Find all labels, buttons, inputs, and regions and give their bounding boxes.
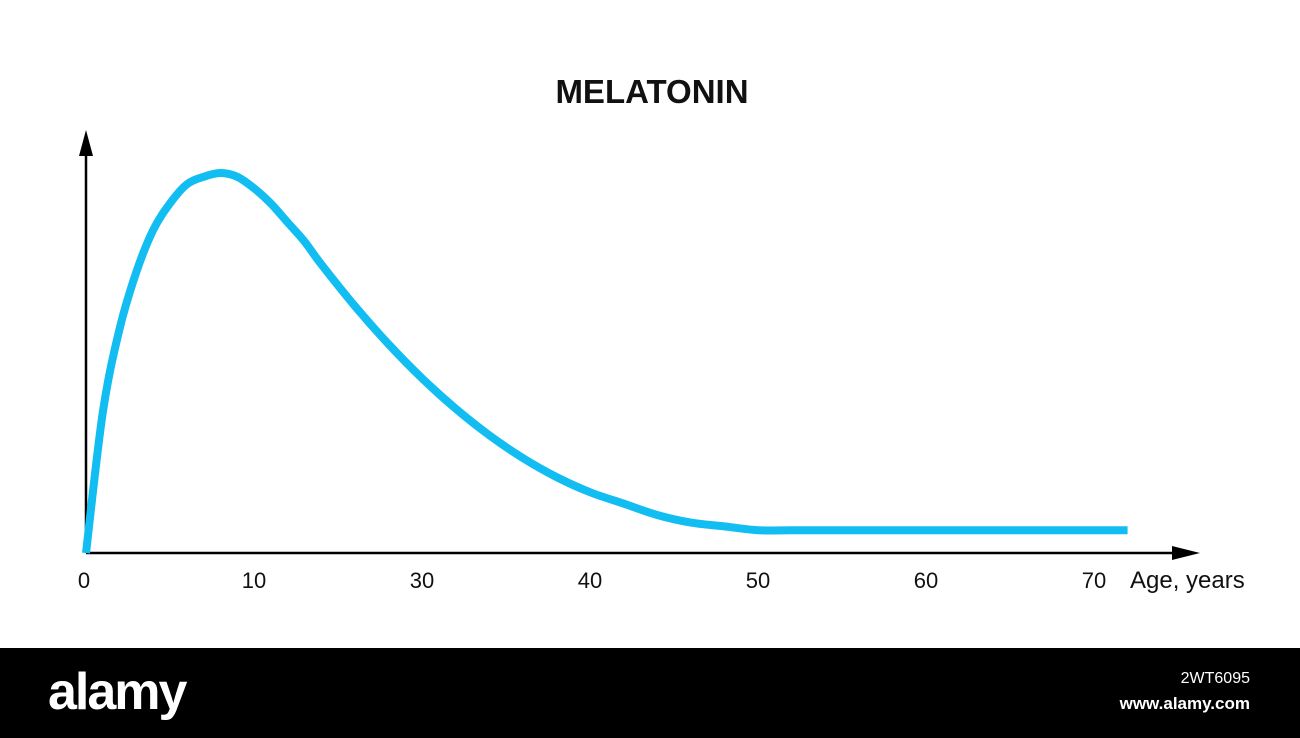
x-tick-label-30: 30	[410, 568, 434, 593]
alamy-logo: alamy	[48, 663, 187, 721]
x-tick-label-70: 70	[1082, 568, 1106, 593]
x-tick-label-0: 0	[78, 568, 90, 593]
series-layer	[82, 169, 1128, 554]
x-tick-label-60: 60	[914, 568, 938, 593]
chart-area: MELATONIN 0 10 30 40 50 60 70 Age, years	[77, 73, 1245, 594]
x-tick-label-40: 40	[578, 568, 602, 593]
site-url: www.alamy.com	[1119, 694, 1250, 713]
x-axis-label: Age, years	[1130, 567, 1245, 594]
image-id: 2WT6095	[1180, 670, 1250, 687]
chart-title: MELATONIN	[555, 73, 748, 110]
x-axis-arrow	[1172, 546, 1200, 560]
x-tick-label-50: 50	[746, 568, 770, 593]
series-line-0	[82, 169, 1128, 554]
melatonin-chart: MELATONIN 0 10 30 40 50 60 70 Age, years	[78, 73, 1245, 594]
x-tick-label-10: 10	[242, 568, 266, 593]
axes	[79, 130, 1200, 560]
y-axis-arrow	[79, 130, 93, 156]
watermark-footer: alamy 2WT6095 www.alamy.com	[0, 648, 1300, 738]
x-tick-labels: 0 10 30 40 50 60 70	[78, 568, 1106, 593]
